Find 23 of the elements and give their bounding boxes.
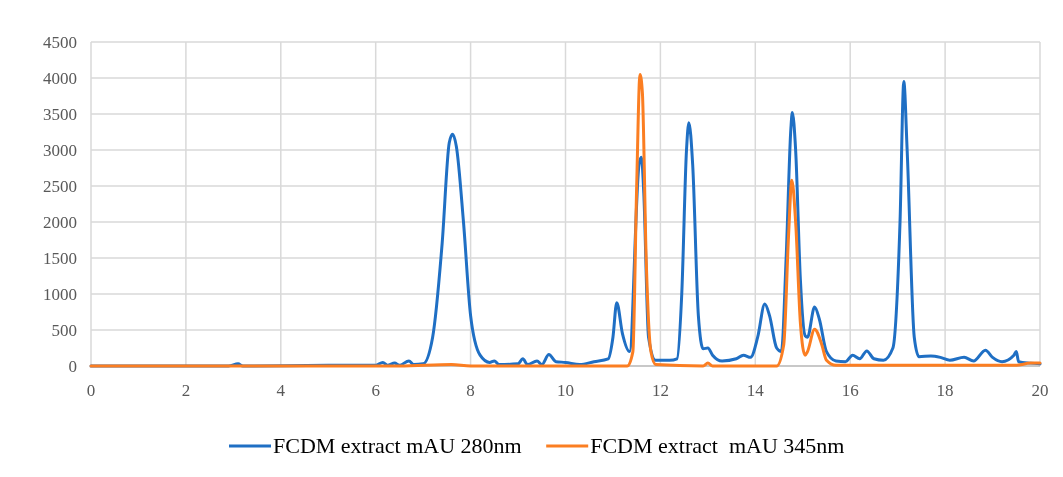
y-tick-label: 2000 xyxy=(43,212,77,232)
y-tick-label: 4000 xyxy=(43,68,77,88)
y-tick-label: 0 xyxy=(68,356,77,376)
y-tick-label: 3000 xyxy=(43,140,77,160)
y-tick-label: 1000 xyxy=(43,284,77,304)
x-tick-label: 20 xyxy=(1031,381,1049,400)
x-tick-label: 4 xyxy=(276,381,286,400)
x-tick-label: 0 xyxy=(86,381,96,400)
x-tick-label: 8 xyxy=(466,381,475,400)
x-tick-label: 12 xyxy=(651,381,669,400)
legend-label: FCDM extract mAU 345nm xyxy=(590,433,845,458)
legend-label: FCDM extract mAU 280nm xyxy=(273,433,522,458)
x-tick-label: 2 xyxy=(181,381,191,400)
y-tick-label: 2500 xyxy=(43,176,77,196)
y-tick-label: 3500 xyxy=(43,104,77,124)
x-tick-label: 14 xyxy=(746,381,765,400)
x-tick-label: 16 xyxy=(841,381,859,400)
x-tick-label: 18 xyxy=(936,381,954,400)
y-tick-label: 4500 xyxy=(43,32,77,52)
x-tick-label: 10 xyxy=(557,381,574,400)
x-tick-label: 6 xyxy=(371,381,380,400)
y-tick-label: 500 xyxy=(51,320,77,340)
y-tick-label: 1500 xyxy=(43,248,77,268)
